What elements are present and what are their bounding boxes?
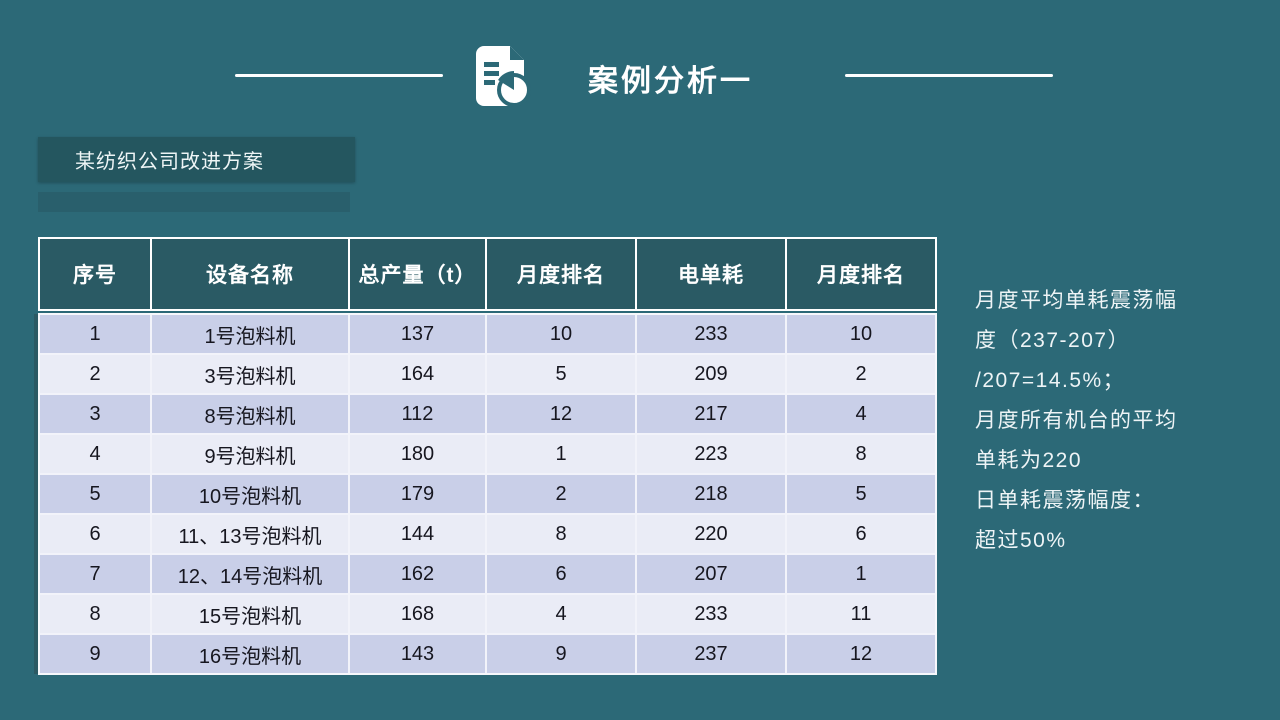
table-cell: 217	[637, 395, 785, 433]
table-cell: 8	[40, 595, 150, 633]
table-cell: 15号泡料机	[152, 595, 348, 633]
table-cell: 9	[487, 635, 635, 673]
table-cell: 4	[40, 435, 150, 473]
table-cell: 8	[487, 515, 635, 553]
column-header: 电单耗	[637, 239, 785, 309]
table-cell: 2	[487, 475, 635, 513]
table-cell: 1	[787, 555, 935, 593]
table-cell: 3	[40, 395, 150, 433]
title-divider-right	[845, 74, 1053, 77]
note-line: 超过50%	[975, 529, 1067, 552]
column-header: 设备名称	[152, 239, 348, 309]
table-cell: 3号泡料机	[152, 355, 348, 393]
table-cell: 218	[637, 475, 785, 513]
note-line: /207=14.5%；	[975, 369, 1126, 392]
table-cell: 4	[487, 595, 635, 633]
table-cell: 6	[487, 555, 635, 593]
column-header: 月度排名	[487, 239, 635, 309]
table-cell: 223	[637, 435, 785, 473]
table-cell: 6	[787, 515, 935, 553]
table-cell: 144	[350, 515, 485, 553]
table-cell: 11	[787, 595, 935, 633]
table-cell: 164	[350, 355, 485, 393]
column-header: 月度排名	[787, 239, 935, 309]
table-cell: 1	[40, 315, 150, 353]
table-cell: 1号泡料机	[152, 315, 348, 353]
note-line: 月度所有机台的平均	[975, 409, 1178, 432]
table-cell: 10号泡料机	[152, 475, 348, 513]
table-cell: 7	[40, 555, 150, 593]
table-cell: 12	[787, 635, 935, 673]
table-cell: 143	[350, 635, 485, 673]
note-line: 单耗为220	[975, 449, 1083, 472]
column-header: 序号	[40, 239, 150, 309]
table-cell: 220	[637, 515, 785, 553]
section-label: 某纺织公司改进方案	[38, 137, 355, 182]
table-cell: 16号泡料机	[152, 635, 348, 673]
column-header: 总产量（t）	[350, 239, 485, 309]
table-cell: 12	[487, 395, 635, 433]
table-cell: 10	[787, 315, 935, 353]
table-cell: 9号泡料机	[152, 435, 348, 473]
table-cell: 209	[637, 355, 785, 393]
table-cell: 162	[350, 555, 485, 593]
table-left-shadow	[34, 314, 40, 674]
data-table-body: 1 1号泡料机 137 10 233 10 2 3号泡料机 164 5 209 …	[38, 313, 937, 675]
table-cell: 9	[40, 635, 150, 673]
table-cell: 5	[487, 355, 635, 393]
document-chart-icon	[476, 46, 531, 107]
table-cell: 233	[637, 595, 785, 633]
table-cell: 2	[40, 355, 150, 393]
note-line: 月度平均单耗震荡幅	[975, 289, 1178, 312]
table-cell: 233	[637, 315, 785, 353]
table-cell: 6	[40, 515, 150, 553]
title-divider-left	[235, 74, 443, 77]
table-cell: 179	[350, 475, 485, 513]
table-cell: 180	[350, 435, 485, 473]
table-cell: 112	[350, 395, 485, 433]
note-line: 日单耗震荡幅度：	[975, 489, 1155, 512]
table-cell: 4	[787, 395, 935, 433]
table-cell: 5	[40, 475, 150, 513]
table-cell: 12、14号泡料机	[152, 555, 348, 593]
table-cell: 168	[350, 595, 485, 633]
table-cell: 11、13号泡料机	[152, 515, 348, 553]
table-cell: 207	[637, 555, 785, 593]
section-label-shadow	[38, 192, 350, 212]
table-cell: 237	[637, 635, 785, 673]
table-cell: 8号泡料机	[152, 395, 348, 433]
table-cell: 137	[350, 315, 485, 353]
table-cell: 1	[487, 435, 635, 473]
table-cell: 2	[787, 355, 935, 393]
note-line: 度（237-207）	[975, 329, 1131, 352]
slide-title: 案例分析一	[588, 65, 753, 98]
analysis-notes: 月度平均单耗震荡幅 度（237-207） /207=14.5%； 月度所有机台的…	[975, 281, 1255, 561]
section-label-text: 某纺织公司改进方案	[75, 151, 264, 173]
table-cell: 5	[787, 475, 935, 513]
table-cell: 10	[487, 315, 635, 353]
data-table-header: 序号 设备名称 总产量（t） 月度排名 电单耗 月度排名	[38, 237, 937, 311]
table-cell: 8	[787, 435, 935, 473]
